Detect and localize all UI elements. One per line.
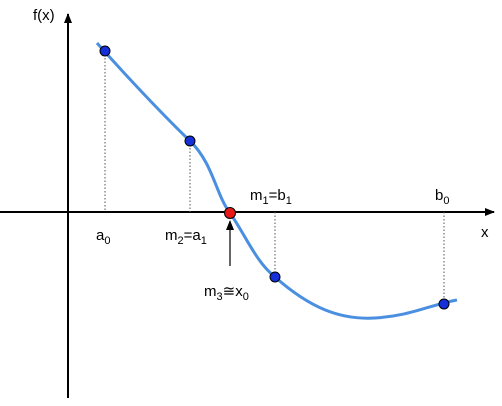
label: m3≅x0 <box>204 283 249 303</box>
x-axis-label: x <box>481 224 489 241</box>
root-point <box>224 207 236 219</box>
label-part: 0 <box>443 195 449 207</box>
label-part: 0 <box>243 291 249 303</box>
label-part: 1 <box>263 195 269 207</box>
label-part: a <box>96 227 105 244</box>
points <box>99 45 450 310</box>
function-curve <box>95 42 458 320</box>
label: m2=a1 <box>165 227 207 247</box>
label-part: 1 <box>286 195 292 207</box>
point <box>269 271 281 283</box>
label-part: 2 <box>178 235 184 247</box>
point <box>99 45 111 57</box>
label-part: 3 <box>217 291 223 303</box>
label-part: =a <box>184 227 202 244</box>
label: a0 <box>96 227 110 247</box>
label-part: 0 <box>104 235 110 247</box>
y-axis-label: f(x) <box>33 7 55 24</box>
point <box>438 298 450 310</box>
label: m1=b1 <box>250 187 292 207</box>
guides <box>104 51 445 304</box>
label-part: ≅x <box>223 283 244 300</box>
point <box>184 135 196 147</box>
label-part: 1 <box>201 235 207 247</box>
label-part: b <box>435 187 443 204</box>
label-part: m <box>165 227 178 244</box>
label-part: =b <box>269 187 286 204</box>
label-part: m <box>204 283 217 300</box>
label-part: m <box>250 187 263 204</box>
label: b0 <box>435 187 449 207</box>
